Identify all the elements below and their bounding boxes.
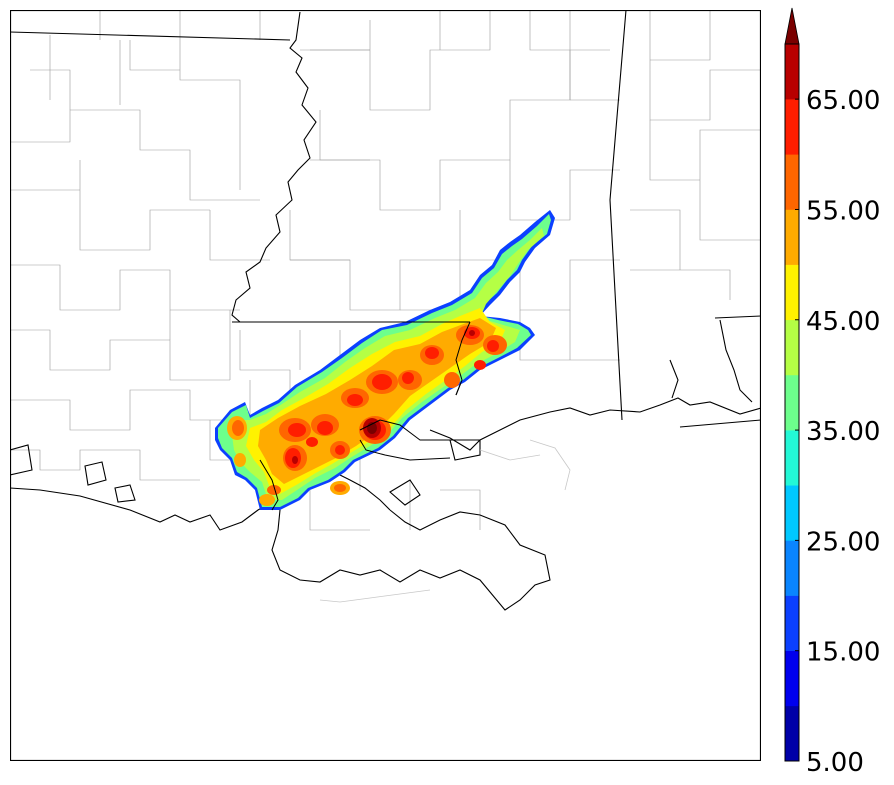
colorbar-border <box>784 43 800 762</box>
colorbar-swatch <box>785 44 799 100</box>
map-border <box>10 10 761 761</box>
map-frame <box>10 10 761 761</box>
colorbar-swatch <box>785 99 799 155</box>
colorbar-swatches <box>785 44 799 762</box>
colorbar-swatch <box>785 430 799 486</box>
colorbar-swatch <box>785 374 799 431</box>
reflectivity-swath <box>215 210 555 510</box>
colorbar-swatch <box>785 540 799 596</box>
colorbar-swatch <box>785 319 799 376</box>
colorbar-tick-label: 15.00 <box>806 638 880 668</box>
gulf-faint-lines <box>319 439 571 603</box>
colorbar-swatch <box>785 595 799 651</box>
colorbar-tick-label: 35.00 <box>806 417 880 447</box>
colorbar-tick-label: 45.00 <box>806 307 880 337</box>
colorbar-swatch <box>785 209 799 265</box>
colorbar-swatch <box>785 705 799 762</box>
colorbar: 5.00 15.00 25.00 35.00 45.00 55.00 65.00 <box>784 7 880 778</box>
overlay-boundaries <box>232 321 471 511</box>
swath-red-cells <box>285 327 499 468</box>
colorbar-swatch <box>785 650 799 707</box>
coastlines <box>10 319 761 611</box>
colorbar-tick-label: 65.00 <box>806 86 880 116</box>
colorbar-swatch <box>785 154 799 210</box>
colorbar-extend-triangle <box>784 7 800 45</box>
colorbar-tick-label: 5.00 <box>806 748 864 778</box>
colorbar-swatch <box>785 264 799 321</box>
colorbar-tick-label: 25.00 <box>806 527 880 557</box>
colorbar-ticks: 5.00 15.00 25.00 35.00 45.00 55.00 65.00 <box>795 86 880 778</box>
colorbar-tick-label: 55.00 <box>806 196 880 226</box>
colorbar-swatch <box>785 485 799 541</box>
